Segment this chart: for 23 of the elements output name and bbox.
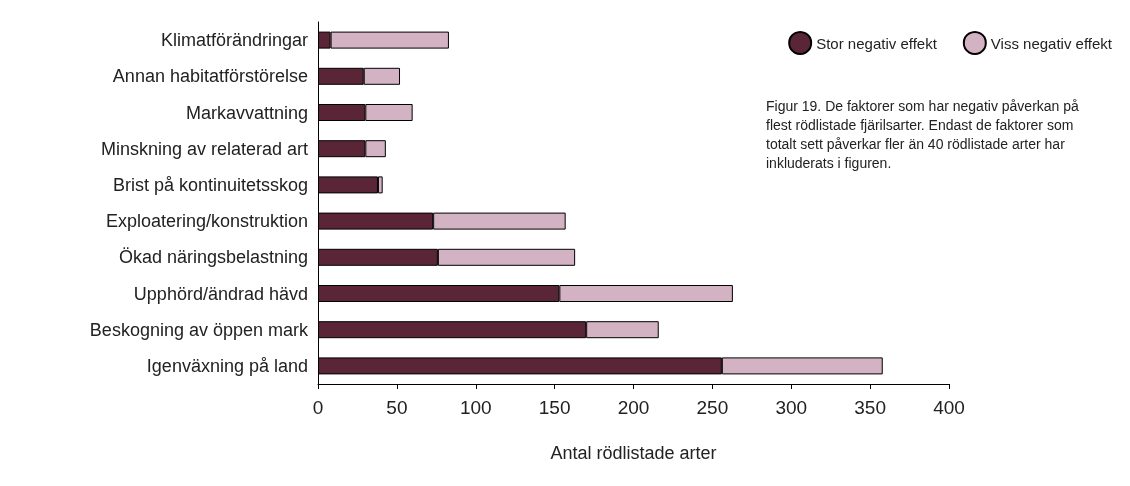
y-tick-label: Minskning av relaterad art bbox=[100, 138, 308, 159]
annotation: Figur 19. De faktorer som har negativ påverkan på flest rödlistade fjärilsarter. Endast de faktorer som totalt sett påverkar fler än 40 rödlistade arter har inkluderats i figuren. bbox=[766, 97, 1083, 171]
x-axis-title: Antal rödlistade arter bbox=[550, 443, 717, 463]
x-tick-label: 200 bbox=[617, 397, 650, 418]
y-tick-label: Brist på kontinuitetsskog bbox=[112, 174, 308, 195]
y-tick-label: Exploatering/konstruktion bbox=[105, 211, 308, 232]
y-tick-label: Annan habitatförstörelse bbox=[112, 66, 308, 87]
y-tick-label: Beskogning av öppen mark bbox=[89, 319, 309, 340]
x-tick-label: 0 bbox=[312, 397, 324, 418]
x-tick-label: 150 bbox=[538, 397, 571, 418]
legend-label: Stor negativ effekt bbox=[816, 34, 938, 52]
x-tick-label: 350 bbox=[854, 397, 886, 418]
y-tick-label: Klimatförändringar bbox=[160, 30, 308, 51]
y-tick-label: Upphörd/ändrad hävd bbox=[133, 283, 308, 304]
x-tick-label: 400 bbox=[933, 397, 965, 418]
x-tick-label: 100 bbox=[459, 397, 492, 418]
y-tick-label: Ökad näringsbelastning bbox=[118, 247, 308, 268]
x-tick-label: 250 bbox=[696, 397, 729, 418]
x-tick-label: 300 bbox=[775, 397, 808, 418]
legend-label: Viss negativ effekt bbox=[990, 34, 1113, 52]
y-tick-label: Igenväxning på land bbox=[146, 355, 308, 376]
x-tick-label: 50 bbox=[386, 397, 408, 418]
y-tick-label: Markavvattning bbox=[185, 102, 308, 123]
